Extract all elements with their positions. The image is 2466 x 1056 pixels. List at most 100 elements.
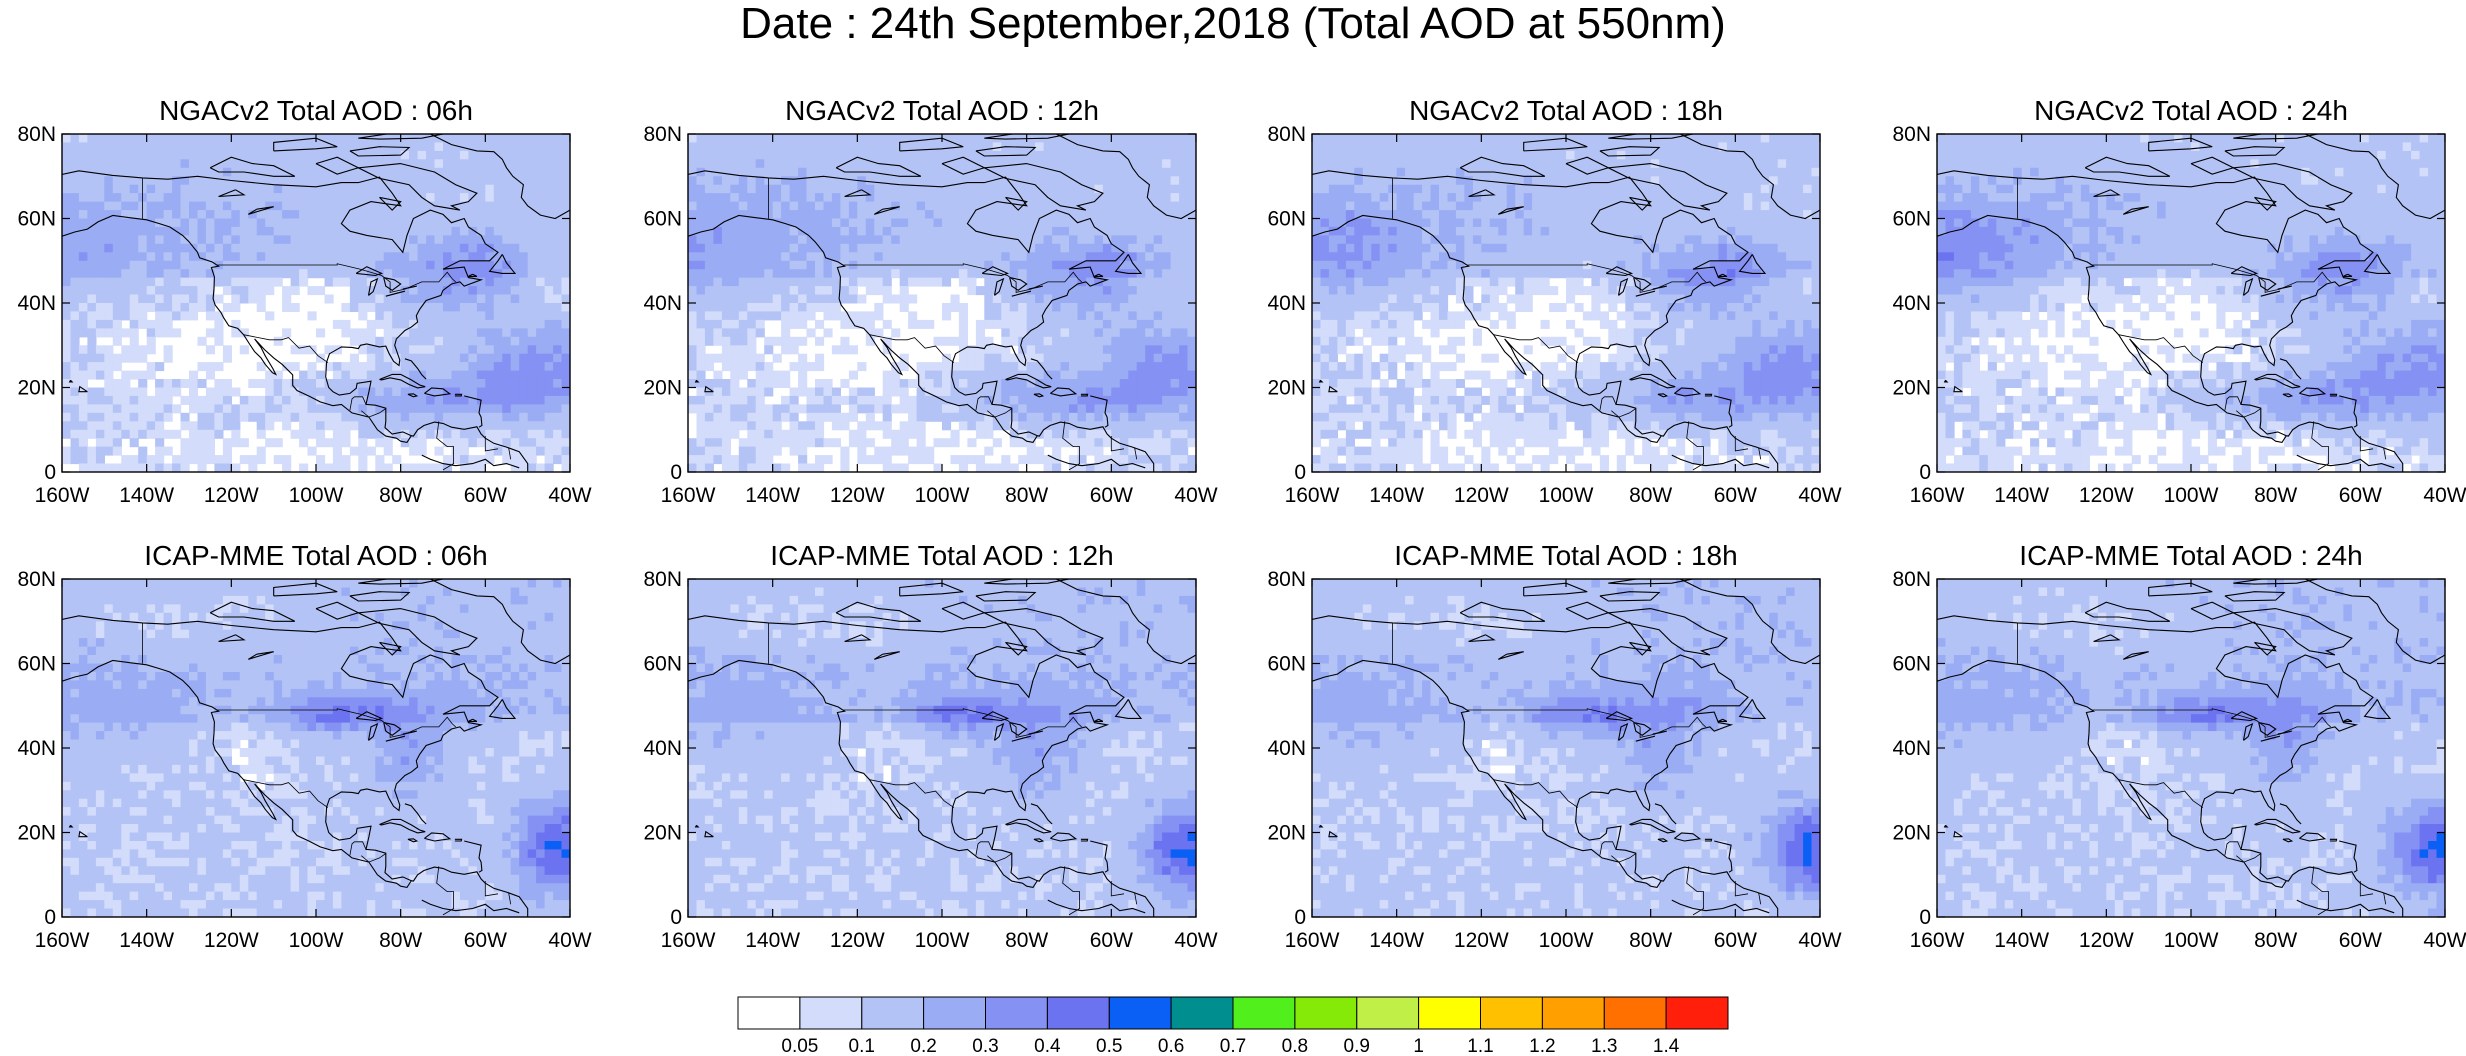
coastline (2279, 803, 2302, 825)
coastline (1459, 601, 1546, 622)
colorbar-label: 0.5 (1096, 1036, 1122, 1056)
border-line (2236, 853, 2262, 863)
lat-tick-label: 60N (1267, 653, 1306, 676)
coastline (1005, 196, 1028, 211)
lon-tick-label: 100W (289, 484, 344, 507)
coastline (421, 454, 520, 469)
colorbar-label: 1.3 (1591, 1036, 1617, 1056)
coastline (1498, 651, 1524, 660)
coastline (1937, 170, 2404, 472)
coastline (1738, 254, 1767, 274)
coastline (1937, 615, 2404, 917)
coastline (209, 156, 296, 177)
lat-tick-label: 20N (17, 377, 56, 400)
lon-tick-label: 120W (204, 484, 259, 507)
coastline (2224, 146, 2286, 157)
lat-tick-label: 60N (17, 653, 56, 676)
coastline (1005, 641, 1028, 656)
border-line (1062, 421, 1080, 471)
lat-tick-label: 0 (1919, 906, 1931, 929)
lat-tick-label: 80N (17, 568, 56, 591)
coastline (1033, 838, 1045, 843)
lat-tick-label: 60N (1892, 653, 1931, 676)
border-line (508, 447, 512, 460)
lat-tick-label: 20N (1267, 377, 1306, 400)
coastline (1030, 358, 1053, 380)
coastline (1005, 373, 1052, 389)
lon-tick-label: 60W (2339, 484, 2382, 507)
coastline (2343, 273, 2353, 277)
coastline (1718, 273, 1728, 277)
coastline (1654, 803, 1677, 825)
lon-tick-label: 140W (119, 484, 174, 507)
map-panel: NGACv2 Total AOD : 18h 160W 140W 120W 100W 80… (1267, 95, 1841, 507)
border-line (2359, 436, 2374, 452)
coastline (2329, 838, 2338, 842)
lon-tick-label: 120W (2079, 929, 2134, 952)
coastline (78, 385, 88, 393)
map-panel: NGACv2 Total AOD : 06h 160W 140W 120W 100W 80… (17, 95, 591, 507)
colorbar-swatch (861, 996, 925, 1030)
lat-tick-label: 60N (643, 653, 682, 676)
coastline (1090, 395, 1109, 428)
lat-tick-label: 0 (1919, 461, 1931, 484)
lat-tick-label: 80N (1892, 123, 1931, 146)
coastline (2305, 579, 2445, 580)
border-line (1134, 892, 1138, 905)
colorbar: 0.05 0.1 0.2 0.3 0.4 0.5 0.6 0.7 0.8 0.9 1 1.1 1.2 1.… (737, 996, 1729, 1056)
coastline (1005, 818, 1052, 834)
coastline (2148, 582, 2213, 597)
aod-field (1937, 134, 2445, 472)
coastline (2242, 722, 2254, 741)
coastline (1629, 196, 1652, 211)
lon-tick-label: 100W (1539, 484, 1594, 507)
coastline (464, 395, 483, 428)
lon-tick-label: 60W (464, 929, 507, 952)
map-panel: ICAP-MME Total AOD : 18h 160W 140W 120W 100W… (1267, 540, 1841, 952)
coastline (2224, 591, 2286, 602)
coastline (1033, 393, 1045, 398)
coastline (1011, 290, 1032, 297)
border-line (975, 396, 993, 411)
border-line (1611, 853, 1637, 863)
lat-tick-label: 40N (1892, 292, 1931, 315)
lon-tick-label: 80W (379, 929, 422, 952)
coastline (2231, 163, 2353, 211)
lat-tick-label: 80N (17, 123, 56, 146)
coastline (844, 189, 872, 198)
map-panel: NGACv2 Total AOD : 12h 160W 140W 120W 100W 80… (643, 95, 1217, 507)
coastline (1050, 832, 1078, 842)
lon-tick-label: 80W (1629, 929, 1672, 952)
coastline (1953, 830, 1963, 838)
lon-tick-label: 40W (548, 484, 591, 507)
lon-tick-label: 40W (2423, 929, 2466, 952)
border-line (243, 779, 329, 808)
coastline (2339, 395, 2358, 428)
border-line (843, 263, 1082, 293)
lon-tick-label: 40W (1798, 484, 1841, 507)
colorbar-swatch (1541, 996, 1605, 1030)
map-panel: ICAP-MME Total AOD : 06h 160W 140W 120W 100W… (17, 540, 591, 952)
lon-tick-label: 80W (1005, 929, 1048, 952)
coastline (1050, 387, 1078, 397)
coastline (1011, 735, 1032, 742)
coastline (385, 290, 406, 297)
lon-tick-label: 60W (464, 484, 507, 507)
lat-tick-label: 60N (1267, 208, 1306, 231)
border-line (1758, 892, 1762, 905)
coastline (984, 134, 1072, 140)
border-line (484, 436, 499, 452)
border-line (484, 881, 499, 897)
lat-tick-label: 40N (17, 292, 56, 315)
aod-field (688, 579, 1196, 917)
coastline (1953, 385, 1963, 393)
lon-tick-label: 40W (548, 929, 591, 952)
coastline (1937, 659, 2287, 889)
coastline (367, 277, 379, 296)
coastline (1468, 634, 1496, 643)
border-line (1686, 866, 1704, 916)
lat-tick-label: 0 (1294, 461, 1306, 484)
coastline (1328, 830, 1338, 838)
coastline (273, 582, 338, 597)
lon-tick-label: 160W (1910, 484, 1965, 507)
